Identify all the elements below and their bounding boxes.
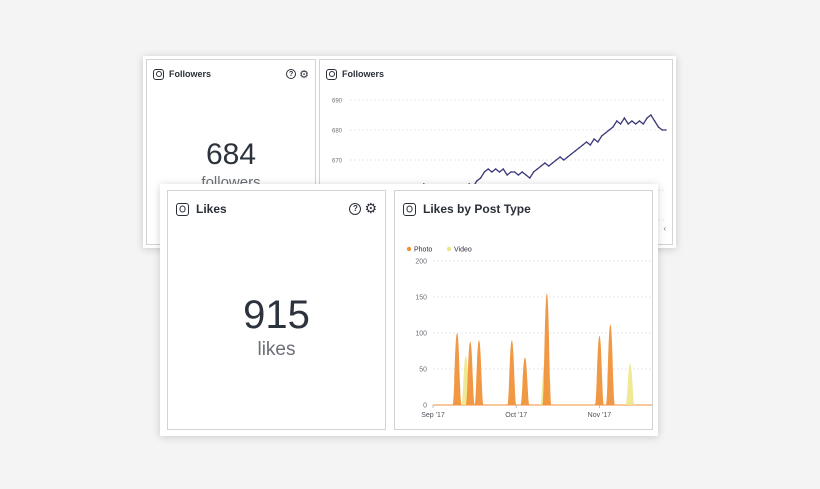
y-tick-label: 680 (332, 129, 343, 135)
instagram-icon (403, 202, 416, 216)
x-tick-label: Nov '17 (588, 412, 612, 419)
legend-swatch (406, 246, 412, 252)
likes-chart-header: Likes by Post Type (395, 191, 652, 227)
area-peak (507, 340, 517, 405)
likes-card: Likes ? ⚙ 915 likes (167, 190, 386, 430)
area-peak (452, 333, 462, 405)
followers-card: Followers ? ⚙ 684 followers (146, 59, 316, 245)
likes-chart-card: Likes by Post Type 0 50 100 150 200 Sep '17 Oc… (394, 190, 653, 430)
help-icon[interactable]: ? (286, 69, 297, 79)
likes-unit: likes (257, 339, 296, 360)
card-title: Followers (169, 69, 212, 79)
x-tick-label: Sep '17 (421, 412, 445, 419)
y-tick-label: 200 (415, 259, 427, 266)
likes-area-chart: 0 50 100 150 200 Sep '17 Oct '17 Nov '17 Photo Vi… (406, 246, 652, 419)
likes-count: 915 (243, 293, 310, 337)
followers-card-header: Followers ? ⚙ (147, 60, 315, 88)
area-peak (474, 340, 484, 405)
chart-pager-arrow-icon[interactable]: ‹ (663, 224, 666, 233)
instagram-icon (326, 68, 337, 80)
area-peak (594, 335, 604, 405)
area-peak (520, 357, 530, 405)
y-tick-label: 0 (423, 403, 427, 410)
area-peak (625, 363, 635, 405)
likes-panel: Likes ? ⚙ 915 likes Likes by Post Type 0… (160, 184, 658, 436)
card-title: Likes (196, 202, 227, 216)
gear-icon[interactable]: ⚙ (364, 201, 377, 217)
gear-icon[interactable]: ⚙ (299, 67, 309, 81)
card-title: Likes by Post Type (423, 202, 531, 216)
legend-swatch (446, 246, 452, 252)
y-tick-label: 50 (419, 367, 427, 374)
likes-card-header: Likes ? ⚙ (168, 191, 385, 227)
area-peak (465, 341, 475, 405)
followers-chart-header: Followers (320, 60, 672, 88)
y-tick-label: 150 (415, 295, 427, 302)
y-tick-label: 670 (332, 159, 343, 165)
x-tick-label: Oct '17 (505, 412, 527, 419)
legend-label: Video (454, 247, 472, 254)
instagram-icon (176, 202, 189, 216)
area-peak (542, 293, 552, 405)
area-peak (605, 324, 615, 405)
help-icon[interactable]: ? (349, 203, 362, 215)
followers-count: 684 (205, 138, 257, 171)
instagram-icon (153, 68, 164, 80)
card-title: Followers (342, 69, 385, 79)
legend-label: Photo (414, 247, 432, 254)
y-tick-label: 690 (332, 99, 343, 105)
y-tick-label: 100 (415, 331, 427, 338)
